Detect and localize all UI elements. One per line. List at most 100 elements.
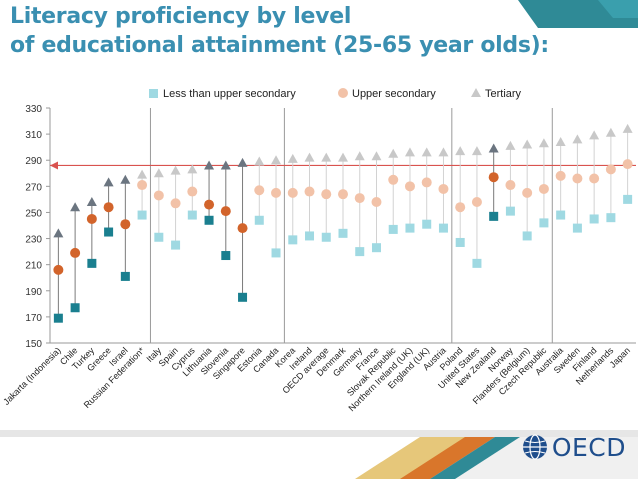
tertiary-marker (354, 151, 365, 161)
less-than-upper-secondary-marker (505, 206, 515, 216)
legend-upper-secondary-marker (338, 88, 348, 98)
legend-less-than-upper-secondary-marker (149, 89, 158, 98)
upper-secondary-marker (338, 189, 348, 200)
tertiary-marker (538, 138, 549, 148)
upper-secondary-marker (204, 199, 215, 210)
tertiary-marker (589, 130, 600, 140)
tertiary-marker (220, 160, 231, 170)
tertiary-marker (170, 165, 181, 175)
upper-secondary-marker (505, 180, 516, 191)
less-than-upper-secondary-marker (104, 227, 114, 237)
less-than-upper-secondary-marker (539, 218, 549, 228)
y-tick-label: 270 (25, 182, 42, 193)
y-tick-label: 290 (25, 156, 42, 167)
upper-secondary-marker (137, 180, 148, 191)
less-than-upper-secondary-marker (606, 213, 616, 223)
legend-less-than-upper-secondary-label: Less than upper secondary (163, 88, 296, 100)
upper-secondary-marker (605, 164, 616, 175)
upper-secondary-marker (555, 170, 566, 181)
tertiary-marker (438, 147, 449, 157)
plot-area (50, 108, 636, 343)
y-tick-label: 310 (25, 130, 42, 141)
upper-secondary-marker (572, 173, 583, 184)
tertiary-marker (53, 228, 64, 238)
upper-secondary-marker (153, 190, 164, 201)
tertiary-marker (455, 146, 466, 156)
y-tick-label: 170 (25, 313, 42, 324)
less-than-upper-secondary-marker (388, 224, 398, 234)
y-tick-label: 230 (25, 235, 42, 246)
less-than-upper-secondary-marker (321, 232, 331, 242)
y-tick-label: 190 (25, 287, 42, 298)
upper-secondary-marker (522, 187, 533, 198)
upper-secondary-marker (488, 172, 499, 183)
less-than-upper-secondary-marker (221, 251, 231, 261)
upper-secondary-marker (455, 202, 466, 213)
corner-ribbon-decoration (518, 0, 638, 28)
tertiary-marker (421, 147, 432, 157)
y-tick-label: 250 (25, 208, 42, 219)
y-tick-label: 330 (25, 104, 42, 115)
tertiary-marker (271, 155, 282, 165)
less-than-upper-secondary-marker (171, 240, 181, 250)
tertiary-marker (605, 127, 616, 137)
y-tick-label: 150 (25, 339, 42, 350)
less-than-upper-secondary-marker (572, 223, 582, 233)
legend-tertiary-label: Tertiary (485, 88, 522, 100)
reference-line-arrowhead (50, 161, 58, 170)
tertiary-marker (505, 140, 516, 150)
footer-decoration (0, 430, 638, 479)
tertiary-marker (338, 152, 348, 162)
less-than-upper-secondary-marker (238, 292, 248, 302)
chart-title-line-1: Literacy proficiency by level (10, 4, 352, 29)
tertiary-marker (103, 177, 114, 187)
less-than-upper-secondary-marker (371, 243, 381, 253)
less-than-upper-secondary-marker (522, 231, 532, 241)
tertiary-marker (572, 134, 583, 144)
x-tick-label: Jakarta (Indonesia) (1, 345, 63, 407)
less-than-upper-secondary-marker (422, 219, 432, 229)
tertiary-marker (254, 156, 265, 166)
less-than-upper-secondary-marker (87, 258, 97, 268)
literacy-chart: Less than upper secondary Upper secondary… (1, 88, 636, 413)
tertiary-marker (86, 197, 97, 206)
tertiary-marker (237, 157, 248, 167)
less-than-upper-secondary-marker (120, 271, 130, 281)
upper-secondary-marker (86, 213, 97, 224)
upper-secondary-marker (187, 186, 198, 197)
tertiary-marker (204, 160, 215, 170)
x-axis-labels: Jakarta (Indonesia)ChileTurkeyGreeceIsra… (1, 345, 632, 413)
less-than-upper-secondary-marker (623, 194, 633, 204)
upper-secondary-marker (220, 206, 231, 217)
globe-icon (522, 434, 547, 460)
less-than-upper-secondary-marker (187, 210, 197, 220)
tertiary-marker (120, 174, 131, 184)
tertiary-marker (622, 123, 633, 133)
upper-secondary-marker (471, 197, 482, 207)
upper-secondary-marker (254, 185, 265, 196)
less-than-upper-secondary-marker (556, 210, 566, 220)
upper-secondary-marker (304, 186, 315, 197)
tertiary-marker (304, 152, 315, 162)
less-than-upper-secondary-marker (338, 228, 348, 238)
tertiary-marker (137, 169, 148, 179)
less-than-upper-secondary-marker (137, 210, 147, 220)
less-than-upper-secondary-marker (70, 303, 80, 313)
upper-secondary-marker (70, 247, 81, 258)
less-than-upper-secondary-marker (288, 235, 298, 245)
tertiary-marker (404, 147, 415, 157)
less-than-upper-secondary-marker (489, 211, 499, 221)
oecd-logo: OECD (522, 430, 626, 464)
upper-secondary-marker (404, 181, 415, 192)
less-than-upper-secondary-marker (204, 215, 214, 225)
upper-secondary-marker (271, 187, 282, 198)
less-than-upper-secondary-marker (472, 258, 482, 268)
upper-secondary-marker (53, 264, 64, 275)
upper-secondary-marker (388, 174, 399, 185)
less-than-upper-secondary-marker (271, 248, 281, 258)
chart-title: Literacy proficiency by level of educati… (10, 2, 549, 60)
upper-secondary-marker (421, 177, 432, 188)
less-than-upper-secondary-marker (305, 231, 315, 241)
upper-secondary-marker (120, 219, 131, 230)
chart-legend: Less than upper secondary Upper secondary… (149, 88, 522, 100)
